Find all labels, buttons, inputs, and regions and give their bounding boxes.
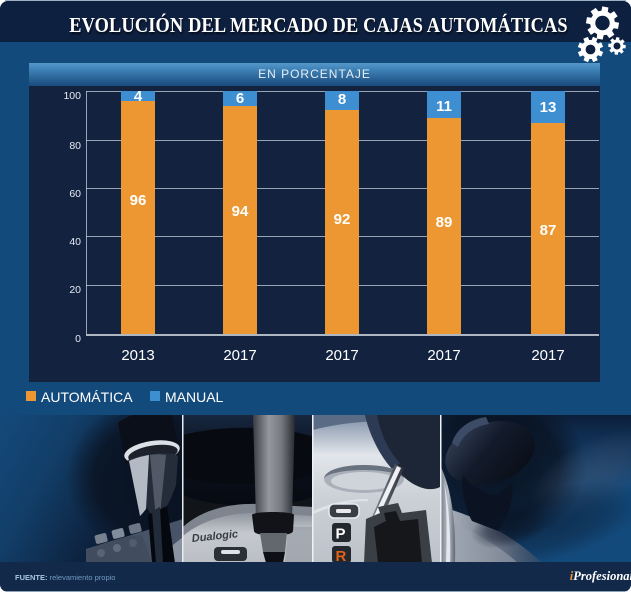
svg-text:Dualogic: Dualogic bbox=[191, 528, 238, 545]
svg-text:R: R bbox=[336, 548, 347, 563]
svg-text:P: P bbox=[336, 526, 346, 543]
